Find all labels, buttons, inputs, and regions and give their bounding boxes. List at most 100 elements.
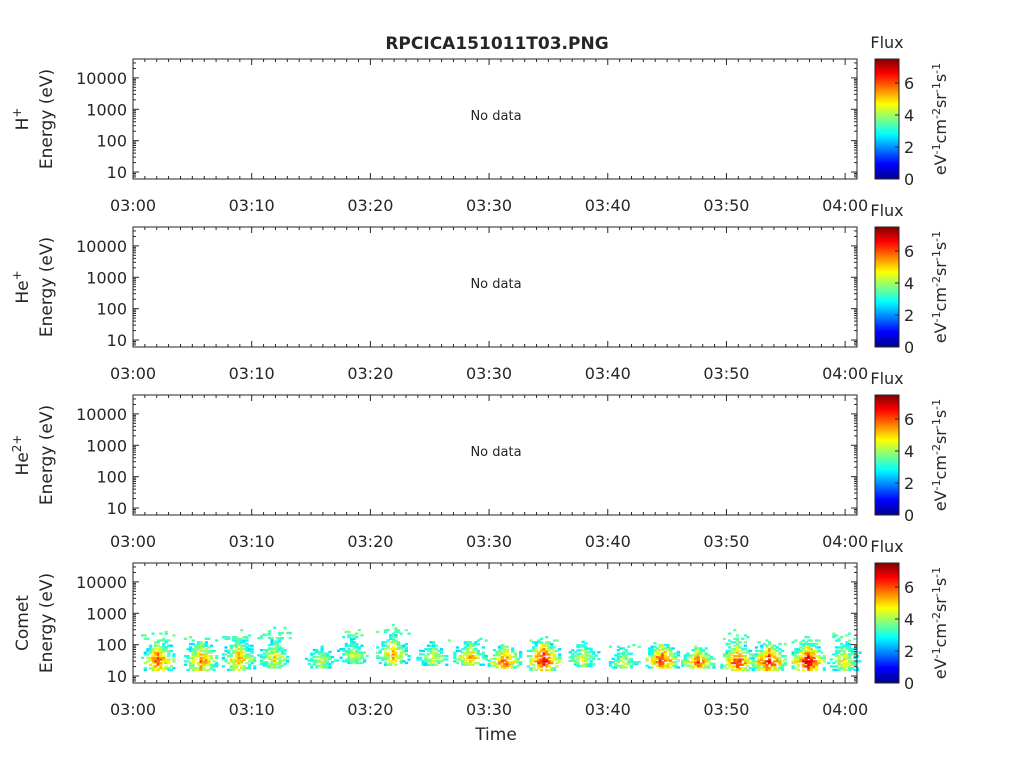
heatmap-cell [224,660,228,663]
heatmap-cell [812,663,816,666]
heatmap-cell [267,643,271,647]
heatmap-cell [453,656,457,659]
heatmap-cell [837,660,841,663]
heatmap-cell [773,665,777,668]
heatmap-cell [822,667,826,670]
heatmap-cell [429,658,433,661]
heatmap-cell [275,642,279,645]
heatmap-cell [555,658,559,661]
heatmap-cell [666,643,670,647]
heatmap-cell [202,646,206,649]
heatmap-cell [696,654,700,657]
heatmap-cell [581,659,585,662]
heatmap-cell [812,656,816,659]
heatmap-cell [735,658,740,661]
heatmap-cell [832,668,836,672]
heatmap-cell [429,649,433,653]
heatmap-cell [328,655,332,659]
heatmap-cell [594,654,598,657]
heatmap-cell [224,646,228,649]
heatmap-cell [834,651,839,654]
heatmap-cell [245,636,249,639]
heatmap-cell [234,653,238,656]
heatmap-cell [614,666,618,669]
heatmap-cell [760,649,764,653]
heatmap-cell [645,664,649,667]
heatmap-cell [156,649,160,653]
heatmap-cell [479,637,483,640]
heatmap-cell [537,661,541,665]
heatmap-cell [584,645,588,649]
heatmap-cell [812,661,816,665]
heatmap-cell [265,664,269,667]
heatmap-cell [743,641,747,644]
heatmap-cell [707,657,711,660]
heatmap-cell [148,663,153,666]
heatmap-cell [581,656,585,659]
heatmap-cell [320,664,324,667]
heatmap-cell [310,652,314,655]
heatmap-cell [666,657,670,660]
heatmap-cell [199,644,203,647]
heatmap-cell [674,657,678,660]
heatmap-cell [199,660,203,663]
heatmap-cell [468,644,473,647]
heatmap-cell [426,663,431,666]
heatmap-cell [350,661,354,665]
heatmap-cell [148,651,153,654]
heatmap-cell [237,653,241,656]
heatmap-cell [162,642,166,646]
heatmap-cell [162,668,166,672]
heatmap-cell [735,634,740,637]
heatmap-cell [762,655,766,658]
heatmap-cell [804,636,808,639]
heatmap-cell [154,642,158,646]
colorbar-tick-label: 4 [904,610,914,629]
heatmap-cell [237,641,241,644]
heatmap-cell [237,639,241,642]
heatmap-cell [586,664,591,668]
heatmap-cell [352,656,356,659]
heatmap-cell [694,664,698,667]
heatmap-cell [399,653,403,656]
heatmap-cell [232,636,236,639]
heatmap-cell [209,656,214,659]
heatmap-cell [194,655,198,658]
heatmap-cell [519,662,523,666]
heatmap-cell [429,651,433,654]
heatmap-cell [728,632,732,635]
heatmap-cell [809,649,813,653]
heatmap-cell [571,658,575,661]
heatmap-cell [735,668,740,672]
heatmap-cell [352,648,356,651]
no-data-text: No data [470,277,521,292]
heatmap-cell [516,664,520,667]
heatmap-cell [280,659,285,662]
heatmap-cell [735,665,740,668]
heatmap-cell [247,655,252,658]
heatmap-cell [653,657,657,660]
heatmap-cell [350,639,354,642]
heatmap-cell [707,654,711,657]
x-tick-label: 04:00 [822,532,868,551]
heatmap-cell [275,647,279,650]
heatmap-cell [471,660,475,663]
heatmap-cell [529,661,533,665]
heatmap-cell [172,660,176,663]
heatmap-cell [273,649,277,652]
heatmap-cell [648,654,652,657]
heatmap-cell [804,653,808,656]
heatmap-cell [245,661,249,665]
heatmap-cell [770,648,774,651]
heatmap-cell [466,658,470,661]
heatmap-cell [275,654,279,657]
heatmap-cell [796,665,800,668]
heatmap-cell [650,655,654,659]
heatmap-cell [492,661,497,664]
heatmap-cell [242,644,246,647]
heatmap-cell [584,661,588,664]
heatmap-cell [191,639,195,642]
x-tick-label: 03:20 [347,532,393,551]
heatmap-cell [234,663,238,666]
heatmap-cell [191,663,195,666]
